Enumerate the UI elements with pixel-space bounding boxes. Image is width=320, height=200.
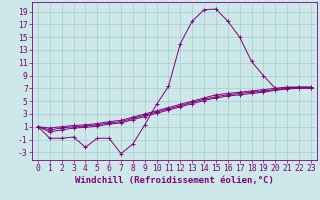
X-axis label: Windchill (Refroidissement éolien,°C): Windchill (Refroidissement éolien,°C) bbox=[75, 176, 274, 185]
